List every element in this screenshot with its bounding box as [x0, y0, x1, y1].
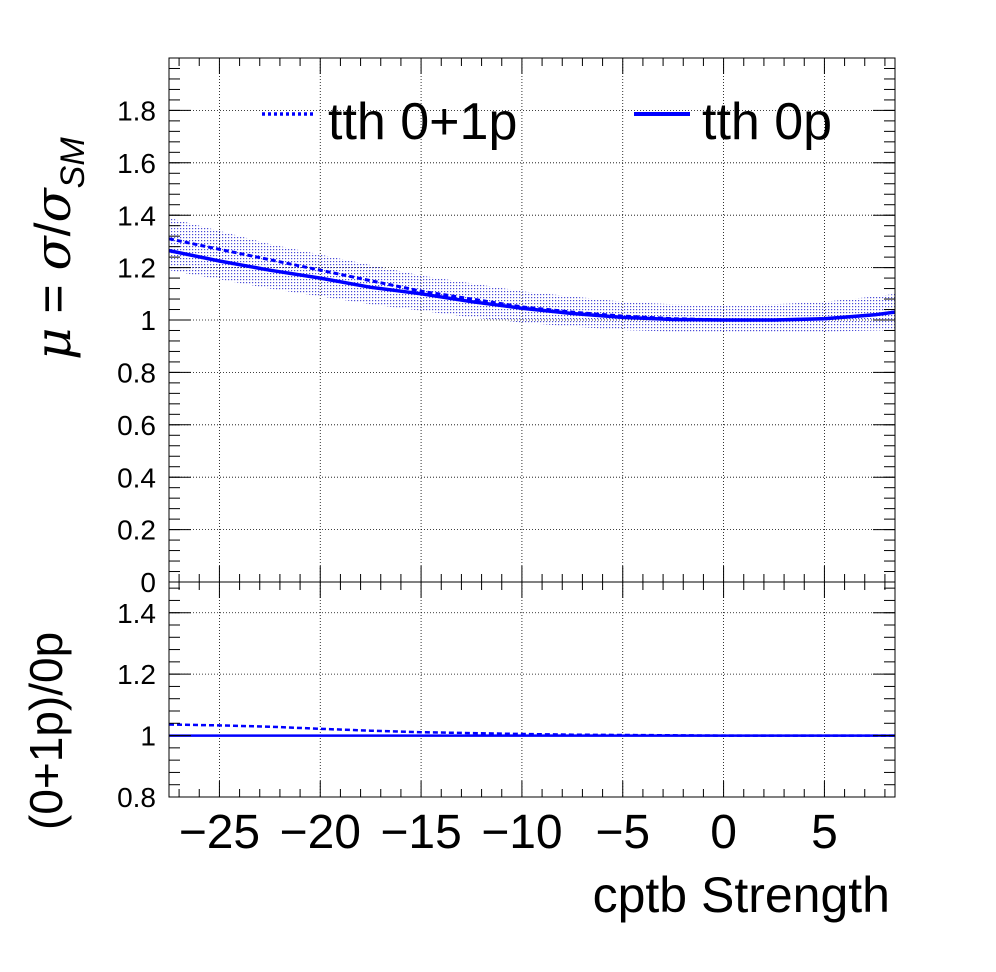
y-tick-label: 1.4 [117, 200, 156, 231]
y-tick-label: 1.6 [117, 148, 156, 179]
uncertainty-band-tth-0p [169, 217, 895, 333]
y-tick-label: 1.2 [117, 659, 156, 690]
ratio-line-dashed [168, 723, 895, 737]
y-tick-label: 1 [140, 721, 156, 752]
x-tick-label: −15 [380, 806, 461, 859]
x-axis-title: cptb Strength [593, 867, 890, 923]
bottom-ticks [169, 582, 895, 798]
top-y-tick-labels: 0 0.2 0.4 0.6 0.8 1 1.2 1.4 1.6 1.8 [117, 95, 156, 598]
y-tick-label: 0.6 [117, 410, 156, 441]
y-tick-label: 0.4 [117, 462, 156, 493]
x-tick-label: −25 [179, 806, 260, 859]
legend: tth 0+1p tth 0p [262, 93, 832, 151]
x-tick-label: −5 [595, 806, 650, 859]
y-tick-label: 0.8 [117, 782, 156, 813]
x-tick-label: 5 [811, 806, 838, 859]
top-panel: 0 0.2 0.4 0.6 0.8 1 1.2 1.4 1.6 1.8 [117, 57, 896, 598]
bottom-lines [168, 723, 895, 737]
bottom-grid [169, 582, 895, 797]
bottom-y-tick-labels: 0.8 1 1.2 1.4 [117, 598, 156, 813]
series-line-tth-0p [168, 248, 896, 322]
y-tick-label: 1.2 [117, 253, 156, 284]
bottom-panel: 0.8 1 1.2 1.4 −25 −20 −15 −10 −5 0 5 [117, 581, 896, 859]
x-tick-label: −10 [481, 806, 562, 859]
y-tick-label: 1.8 [117, 95, 156, 126]
top-lines [168, 237, 896, 322]
bottom-y-axis-title: (0+1p)/0p [20, 632, 72, 830]
legend-label-tth-0-1p: tth 0+1p [328, 93, 517, 151]
x-tick-label: −20 [280, 806, 361, 859]
x-tick-label: 0 [710, 806, 737, 859]
x-tick-labels: −25 −20 −15 −10 −5 0 5 [179, 806, 838, 859]
y-tick-label: 1 [140, 305, 156, 336]
top-band [169, 217, 895, 333]
legend-label-tth-0p: tth 0p [702, 93, 832, 151]
bottom-frame [168, 581, 896, 798]
y-tick-label: 0.8 [117, 357, 156, 388]
top-ticks [169, 57, 895, 583]
top-y-axis-title: μ = σ/σSM [24, 137, 92, 360]
y-tick-label: 1.4 [117, 598, 156, 629]
y-tick-label: 0 [140, 567, 156, 598]
y-tick-label: 0.2 [117, 515, 156, 546]
